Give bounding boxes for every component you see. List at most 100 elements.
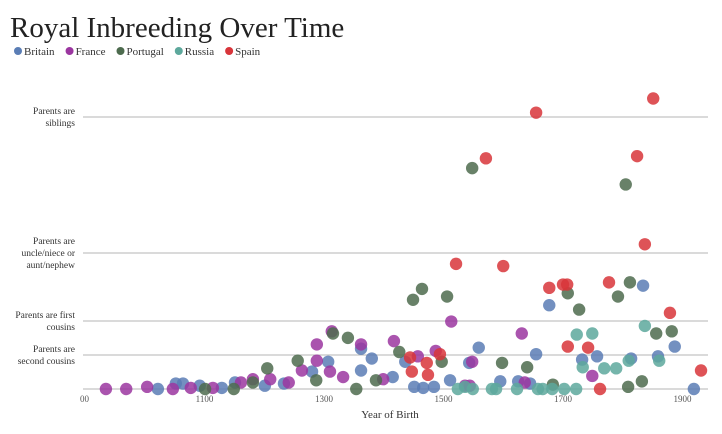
point-france <box>99 382 113 396</box>
point-france <box>323 365 337 378</box>
point-portugal <box>326 327 340 340</box>
point-portugal <box>465 161 479 175</box>
point-spain <box>479 152 493 165</box>
point-britain <box>416 381 430 395</box>
point-france <box>515 327 528 340</box>
point-portugal <box>350 382 363 396</box>
point-britain <box>321 355 335 368</box>
point-spain <box>581 341 595 354</box>
point-spain <box>405 365 419 378</box>
reference-line-label: Parents are <box>33 107 75 117</box>
point-spain <box>529 106 543 119</box>
point-russia <box>466 382 479 396</box>
point-spain <box>647 92 660 105</box>
point-portugal <box>621 380 635 394</box>
point-portugal <box>415 282 429 296</box>
point-britain <box>472 341 485 354</box>
x-tick-label: 00 <box>80 394 90 404</box>
point-france <box>387 334 401 348</box>
point-spain <box>593 382 607 396</box>
point-russia <box>622 354 635 367</box>
legend-marker-spain <box>225 47 234 55</box>
point-portugal <box>440 290 454 303</box>
point-portugal <box>227 382 240 396</box>
point-france <box>586 369 599 383</box>
point-france <box>120 382 133 396</box>
point-britain <box>365 352 378 365</box>
reference-line-label: Parents are <box>33 345 75 355</box>
reference-line-label: siblings <box>45 119 75 129</box>
point-portugal <box>572 303 586 316</box>
point-spain <box>560 278 574 291</box>
point-spain <box>421 368 435 382</box>
point-france <box>184 381 197 395</box>
point-portugal <box>246 376 260 389</box>
legend-marker-britain <box>14 47 22 55</box>
point-britain <box>443 374 457 387</box>
x-tick-label: 1100 <box>196 394 214 404</box>
point-britain <box>668 340 681 353</box>
point-spain <box>561 340 574 353</box>
point-russia <box>546 382 559 396</box>
point-russia <box>557 382 571 396</box>
point-france <box>310 338 324 351</box>
reference-line-label: aunt/nephew <box>26 261 75 271</box>
reference-line-label: Parents are <box>33 237 75 247</box>
point-spain <box>638 238 652 251</box>
x-axis-ticks: 00 1100 1300 1500 1700 1900 <box>80 394 692 404</box>
point-russia <box>638 319 652 333</box>
point-russia <box>598 362 611 375</box>
point-russia <box>510 382 524 396</box>
legend-marker-france <box>65 47 74 55</box>
point-spain <box>420 356 433 370</box>
point-portugal <box>393 345 406 359</box>
reference-line-label: uncle/niece or <box>21 249 75 259</box>
point-britain <box>386 370 399 384</box>
legend: Britain France Portugal Russia Spain <box>14 46 261 58</box>
point-portugal <box>341 331 355 345</box>
point-portugal <box>650 327 663 340</box>
point-portugal <box>310 374 323 387</box>
point-france <box>140 380 154 394</box>
point-russia <box>609 362 623 375</box>
point-russia <box>576 361 589 374</box>
point-britain <box>151 382 165 396</box>
point-france <box>282 376 295 389</box>
point-spain <box>449 257 463 271</box>
point-britain <box>427 380 441 394</box>
reference-line-label: second cousins <box>18 357 76 367</box>
point-spain <box>694 364 708 377</box>
point-spain <box>663 306 677 320</box>
x-tick-label: 1500 <box>435 394 454 404</box>
point-france <box>354 338 368 351</box>
point-france <box>166 382 180 396</box>
point-britain <box>215 381 229 395</box>
legend-label-russia: Russia <box>185 46 214 58</box>
reference-line-label: Parents are first <box>15 310 75 321</box>
point-portugal <box>623 276 637 289</box>
chart-title: Royal Inbreeding Over Time <box>10 12 344 44</box>
legend-label-spain: Spain <box>235 46 261 58</box>
point-france <box>295 364 309 377</box>
point-portugal <box>635 375 649 388</box>
point-britain <box>529 347 543 361</box>
point-france <box>465 355 479 368</box>
legend-marker-russia <box>174 47 183 55</box>
data-points <box>99 92 708 396</box>
point-portugal <box>495 356 509 370</box>
point-spain <box>433 347 447 361</box>
point-portugal <box>291 354 304 367</box>
point-portugal <box>261 362 274 375</box>
point-france <box>336 370 350 384</box>
point-france <box>264 373 277 386</box>
point-britain <box>354 364 368 377</box>
point-portugal <box>520 361 534 374</box>
point-portugal <box>611 290 625 303</box>
point-spain <box>630 149 644 163</box>
legend-label-portugal: Portugal <box>127 46 164 58</box>
point-portugal <box>665 325 678 338</box>
point-russia <box>536 382 549 396</box>
point-portugal <box>619 178 632 191</box>
x-tick-label: 1900 <box>674 394 693 404</box>
